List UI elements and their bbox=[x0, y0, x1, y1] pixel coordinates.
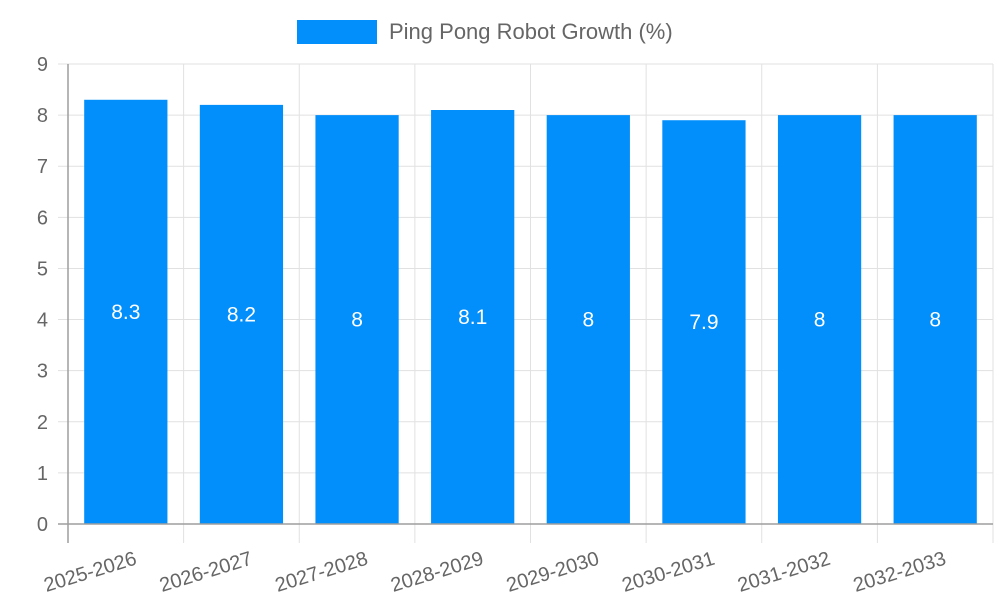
bar-value-label: 8.3 bbox=[111, 301, 140, 324]
bar-value-label: 8.2 bbox=[227, 303, 256, 326]
legend-swatch[interactable] bbox=[297, 20, 377, 44]
y-tick-label: 8 bbox=[37, 105, 48, 127]
bar[interactable] bbox=[315, 115, 399, 524]
x-tick-label: 2030-2031 bbox=[619, 548, 717, 597]
legend-label: Ping Pong Robot Growth (%) bbox=[389, 19, 673, 44]
x-tick-label: 2025-2026 bbox=[41, 548, 139, 597]
bar[interactable] bbox=[199, 104, 284, 524]
bar-value-label: 8 bbox=[814, 309, 826, 332]
x-tick-label: 2026-2027 bbox=[157, 548, 255, 597]
bars: 8.3 8.2 8 8.1 8 7.9 8 8 bbox=[84, 99, 977, 525]
y-tick-label: 5 bbox=[37, 258, 48, 280]
bar[interactable] bbox=[662, 120, 746, 524]
bar[interactable] bbox=[546, 115, 630, 524]
bar[interactable] bbox=[84, 99, 168, 525]
bar-value-label: 8.1 bbox=[458, 306, 487, 329]
x-tick-label: 2031-2032 bbox=[735, 548, 833, 597]
bar-value-label: 8 bbox=[351, 309, 363, 332]
x-tick-label: 2028-2029 bbox=[388, 548, 486, 597]
y-tick-label: 6 bbox=[37, 207, 48, 229]
y-tick-label: 1 bbox=[37, 463, 48, 485]
y-tick-label: 2 bbox=[37, 412, 48, 434]
y-tick-label: 7 bbox=[37, 156, 48, 178]
x-tick-label: 2027-2028 bbox=[273, 548, 371, 597]
bar[interactable] bbox=[777, 115, 862, 524]
y-tick-label: 3 bbox=[37, 361, 48, 383]
x-tick-label: 2032-2033 bbox=[851, 548, 949, 597]
bar-value-label: 8 bbox=[929, 309, 941, 332]
y-tick-label: 9 bbox=[37, 54, 48, 76]
y-tick-label: 4 bbox=[37, 310, 48, 332]
bar-value-label: 7.9 bbox=[689, 311, 718, 334]
y-tick-label: 0 bbox=[37, 514, 48, 536]
bar[interactable] bbox=[431, 110, 515, 524]
bar[interactable] bbox=[893, 115, 977, 524]
x-tick-label: 2029-2030 bbox=[504, 548, 602, 597]
bar-value-label: 8 bbox=[582, 309, 594, 332]
